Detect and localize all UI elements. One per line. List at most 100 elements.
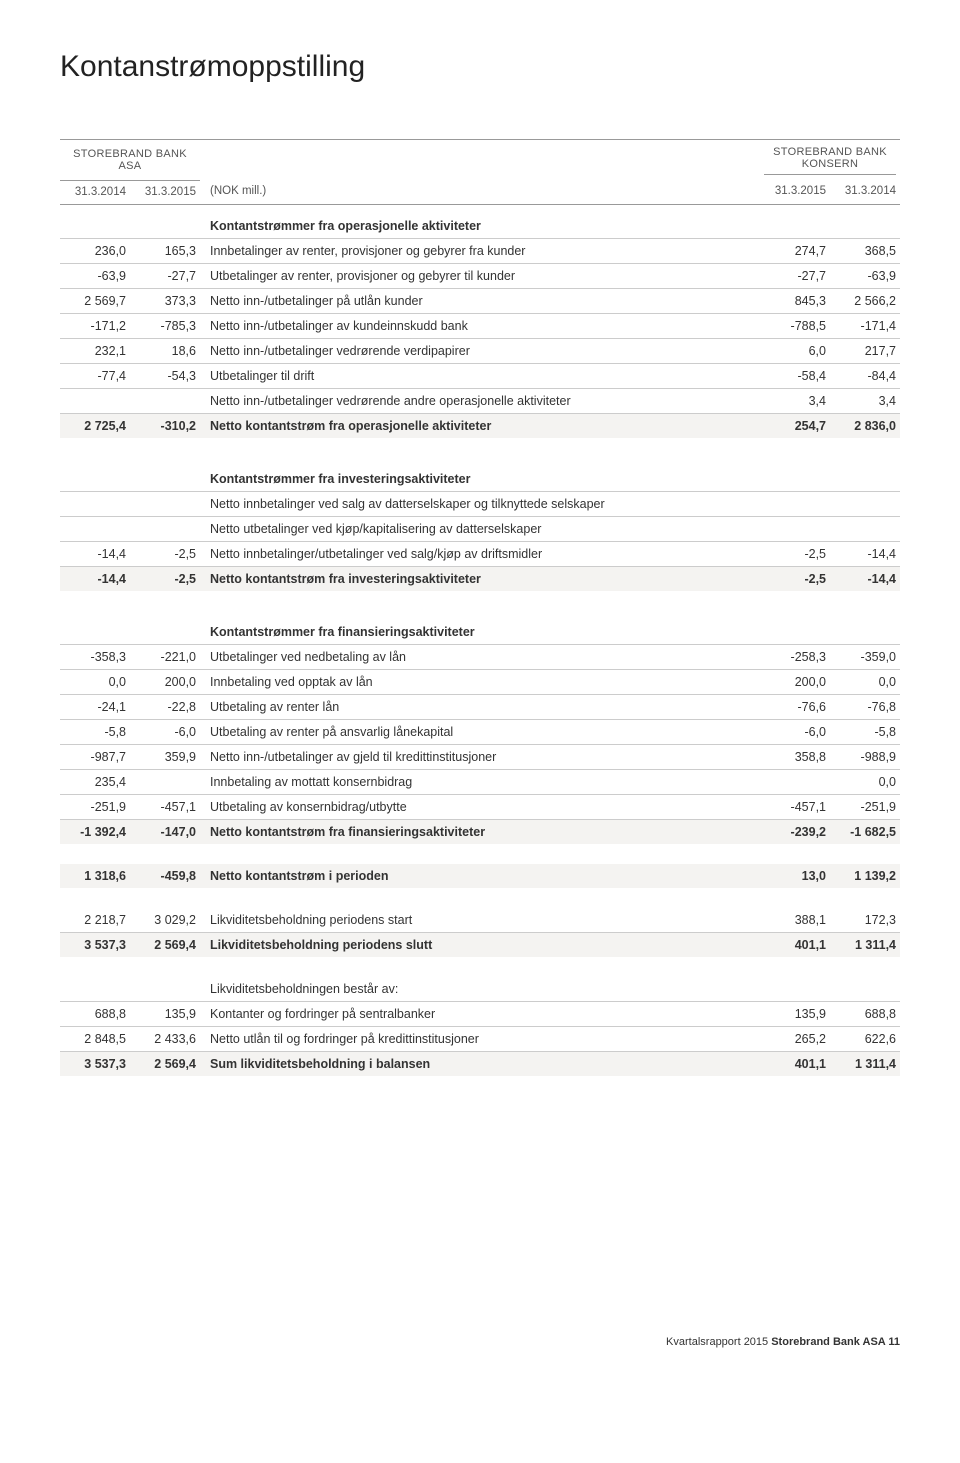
cell <box>830 611 900 645</box>
value-cell: 3 537,3 <box>60 932 130 957</box>
value-cell: 2 569,7 <box>60 288 130 313</box>
cell <box>760 611 830 645</box>
value-cell: 1 311,4 <box>830 932 900 957</box>
header-mid: (NOK mill.) <box>200 180 760 204</box>
table-row: 2 218,73 029,2Likviditetsbeholdning peri… <box>60 908 900 933</box>
row-label: Netto inn-/utbetalinger av kundeinnskudd… <box>200 313 760 338</box>
footer-bold: Storebrand Bank ASA 11 <box>771 1336 900 1348</box>
table-row: -24,1-22,8Utbetaling av renter lån-76,6-… <box>60 694 900 719</box>
value-cell <box>60 388 130 413</box>
row-label: Likviditetsbeholdning periodens start <box>200 908 760 933</box>
value-cell: 165,3 <box>130 238 200 263</box>
value-cell <box>830 491 900 516</box>
row-label: Innbetaling ved opptak av lån <box>200 669 760 694</box>
row-label: Likviditetsbeholdningen består av: <box>200 977 760 1002</box>
value-cell: 135,9 <box>130 1001 200 1026</box>
header-c2: 31.3.2015 <box>130 180 200 204</box>
value-cell: -785,3 <box>130 313 200 338</box>
value-cell: -310,2 <box>130 413 200 438</box>
header-empty <box>200 140 760 181</box>
header-right-line1: STOREBRAND BANK <box>764 146 896 158</box>
header-left-super: STOREBRAND BANK ASA <box>60 140 200 181</box>
header-c1: 31.3.2014 <box>60 180 130 204</box>
row-label: Kontanter og fordringer på sentralbanker <box>200 1001 760 1026</box>
table-row: -77,4-54,3Utbetalinger til drift-58,4-84… <box>60 363 900 388</box>
table-row: Likviditetsbeholdningen består av: <box>60 977 900 1002</box>
value-cell: -2,5 <box>760 566 830 591</box>
value-cell: 18,6 <box>130 338 200 363</box>
value-cell: -6,0 <box>760 719 830 744</box>
table-row: Kontantstrømmer fra finansieringsaktivit… <box>60 611 900 645</box>
row-label: Netto innbetalinger/utbetalinger ved sal… <box>200 541 760 566</box>
value-cell: -14,4 <box>830 566 900 591</box>
value-cell <box>60 491 130 516</box>
value-cell: -63,9 <box>830 263 900 288</box>
header-c3: 31.3.2015 <box>760 180 830 204</box>
spacer-cell <box>60 844 900 864</box>
value-cell: 2 569,4 <box>130 1051 200 1076</box>
spacer-cell <box>60 591 900 611</box>
row-label: Netto kontantstrøm i perioden <box>200 864 760 888</box>
table-row: -14,4-2,5Netto kontantstrøm fra invester… <box>60 566 900 591</box>
value-cell: 200,0 <box>130 669 200 694</box>
value-cell: 688,8 <box>830 1001 900 1026</box>
value-cell: -63,9 <box>60 263 130 288</box>
cell <box>830 458 900 492</box>
row-label: Netto innbetalinger ved salg av datterse… <box>200 491 760 516</box>
table-row: -987,7359,9Netto inn-/utbetalinger av gj… <box>60 744 900 769</box>
value-cell: -14,4 <box>830 541 900 566</box>
table-row: Netto utbetalinger ved kjøp/kapitaliseri… <box>60 516 900 541</box>
value-cell: 236,0 <box>60 238 130 263</box>
table-row <box>60 888 900 908</box>
row-label: Netto kontantstrøm fra investeringsaktiv… <box>200 566 760 591</box>
table-row: 688,8 135,9Kontanter og fordringer på sen… <box>60 1001 900 1026</box>
table-row: 232,118,6Netto inn-/utbetalinger vedrøre… <box>60 338 900 363</box>
value-cell: 401,1 <box>760 932 830 957</box>
table-row <box>60 591 900 611</box>
value-cell: -457,1 <box>760 794 830 819</box>
value-cell: -987,7 <box>60 744 130 769</box>
value-cell <box>760 516 830 541</box>
value-cell <box>130 516 200 541</box>
value-cell: -58,4 <box>760 363 830 388</box>
cell <box>130 611 200 645</box>
section-label: Kontantstrømmer fra investeringsaktivite… <box>200 458 760 492</box>
row-label: Innbetalinger av renter, provisjoner og … <box>200 238 760 263</box>
section-label: Kontantstrømmer fra operasjonelle aktivi… <box>200 204 760 238</box>
row-label: Netto inn-/utbetalinger på utlån kunder <box>200 288 760 313</box>
row-label: Utbetalinger til drift <box>200 363 760 388</box>
cell <box>830 204 900 238</box>
value-cell <box>130 977 200 1002</box>
value-cell: 2 848,5 <box>60 1026 130 1051</box>
footer-text: Kvartalsrapport 2015 <box>666 1336 771 1348</box>
value-cell: -258,3 <box>760 644 830 669</box>
value-cell: 1 139,2 <box>830 864 900 888</box>
table-row: -5,8-6,0Utbetaling av renter på ansvarli… <box>60 719 900 744</box>
value-cell: -251,9 <box>60 794 130 819</box>
table-row: Netto inn-/utbetalinger vedrørende andre… <box>60 388 900 413</box>
value-cell <box>760 769 830 794</box>
value-cell: 373,3 <box>130 288 200 313</box>
table-row <box>60 957 900 977</box>
value-cell: 1 311,4 <box>830 1051 900 1076</box>
table-row: -1 392,4-147,0Netto kontantstrøm fra fin… <box>60 819 900 844</box>
cell <box>760 204 830 238</box>
row-label: Likviditetsbeholdning periodens slutt <box>200 932 760 957</box>
table-row: 235,4Innbetaling av mottatt konsernbidra… <box>60 769 900 794</box>
cell <box>60 611 130 645</box>
row-label: Sum likviditetsbeholdning i balansen <box>200 1051 760 1076</box>
row-label: Innbetaling av mottatt konsernbidrag <box>200 769 760 794</box>
value-cell: 0,0 <box>830 669 900 694</box>
row-label: Netto inn-/utbetalinger av gjeld til kre… <box>200 744 760 769</box>
page-footer: Kvartalsrapport 2015 Storebrand Bank ASA… <box>60 1336 900 1348</box>
value-cell: 2 569,4 <box>130 932 200 957</box>
value-cell: -54,3 <box>130 363 200 388</box>
value-cell: -27,7 <box>130 263 200 288</box>
value-cell: -76,6 <box>760 694 830 719</box>
value-cell: 274,7 <box>760 238 830 263</box>
table-row: 236,0165,3Innbetalinger av renter, provi… <box>60 238 900 263</box>
value-cell: -359,0 <box>830 644 900 669</box>
table-row <box>60 438 900 458</box>
value-cell: 2 836,0 <box>830 413 900 438</box>
table-row: Kontantstrømmer fra investeringsaktivite… <box>60 458 900 492</box>
